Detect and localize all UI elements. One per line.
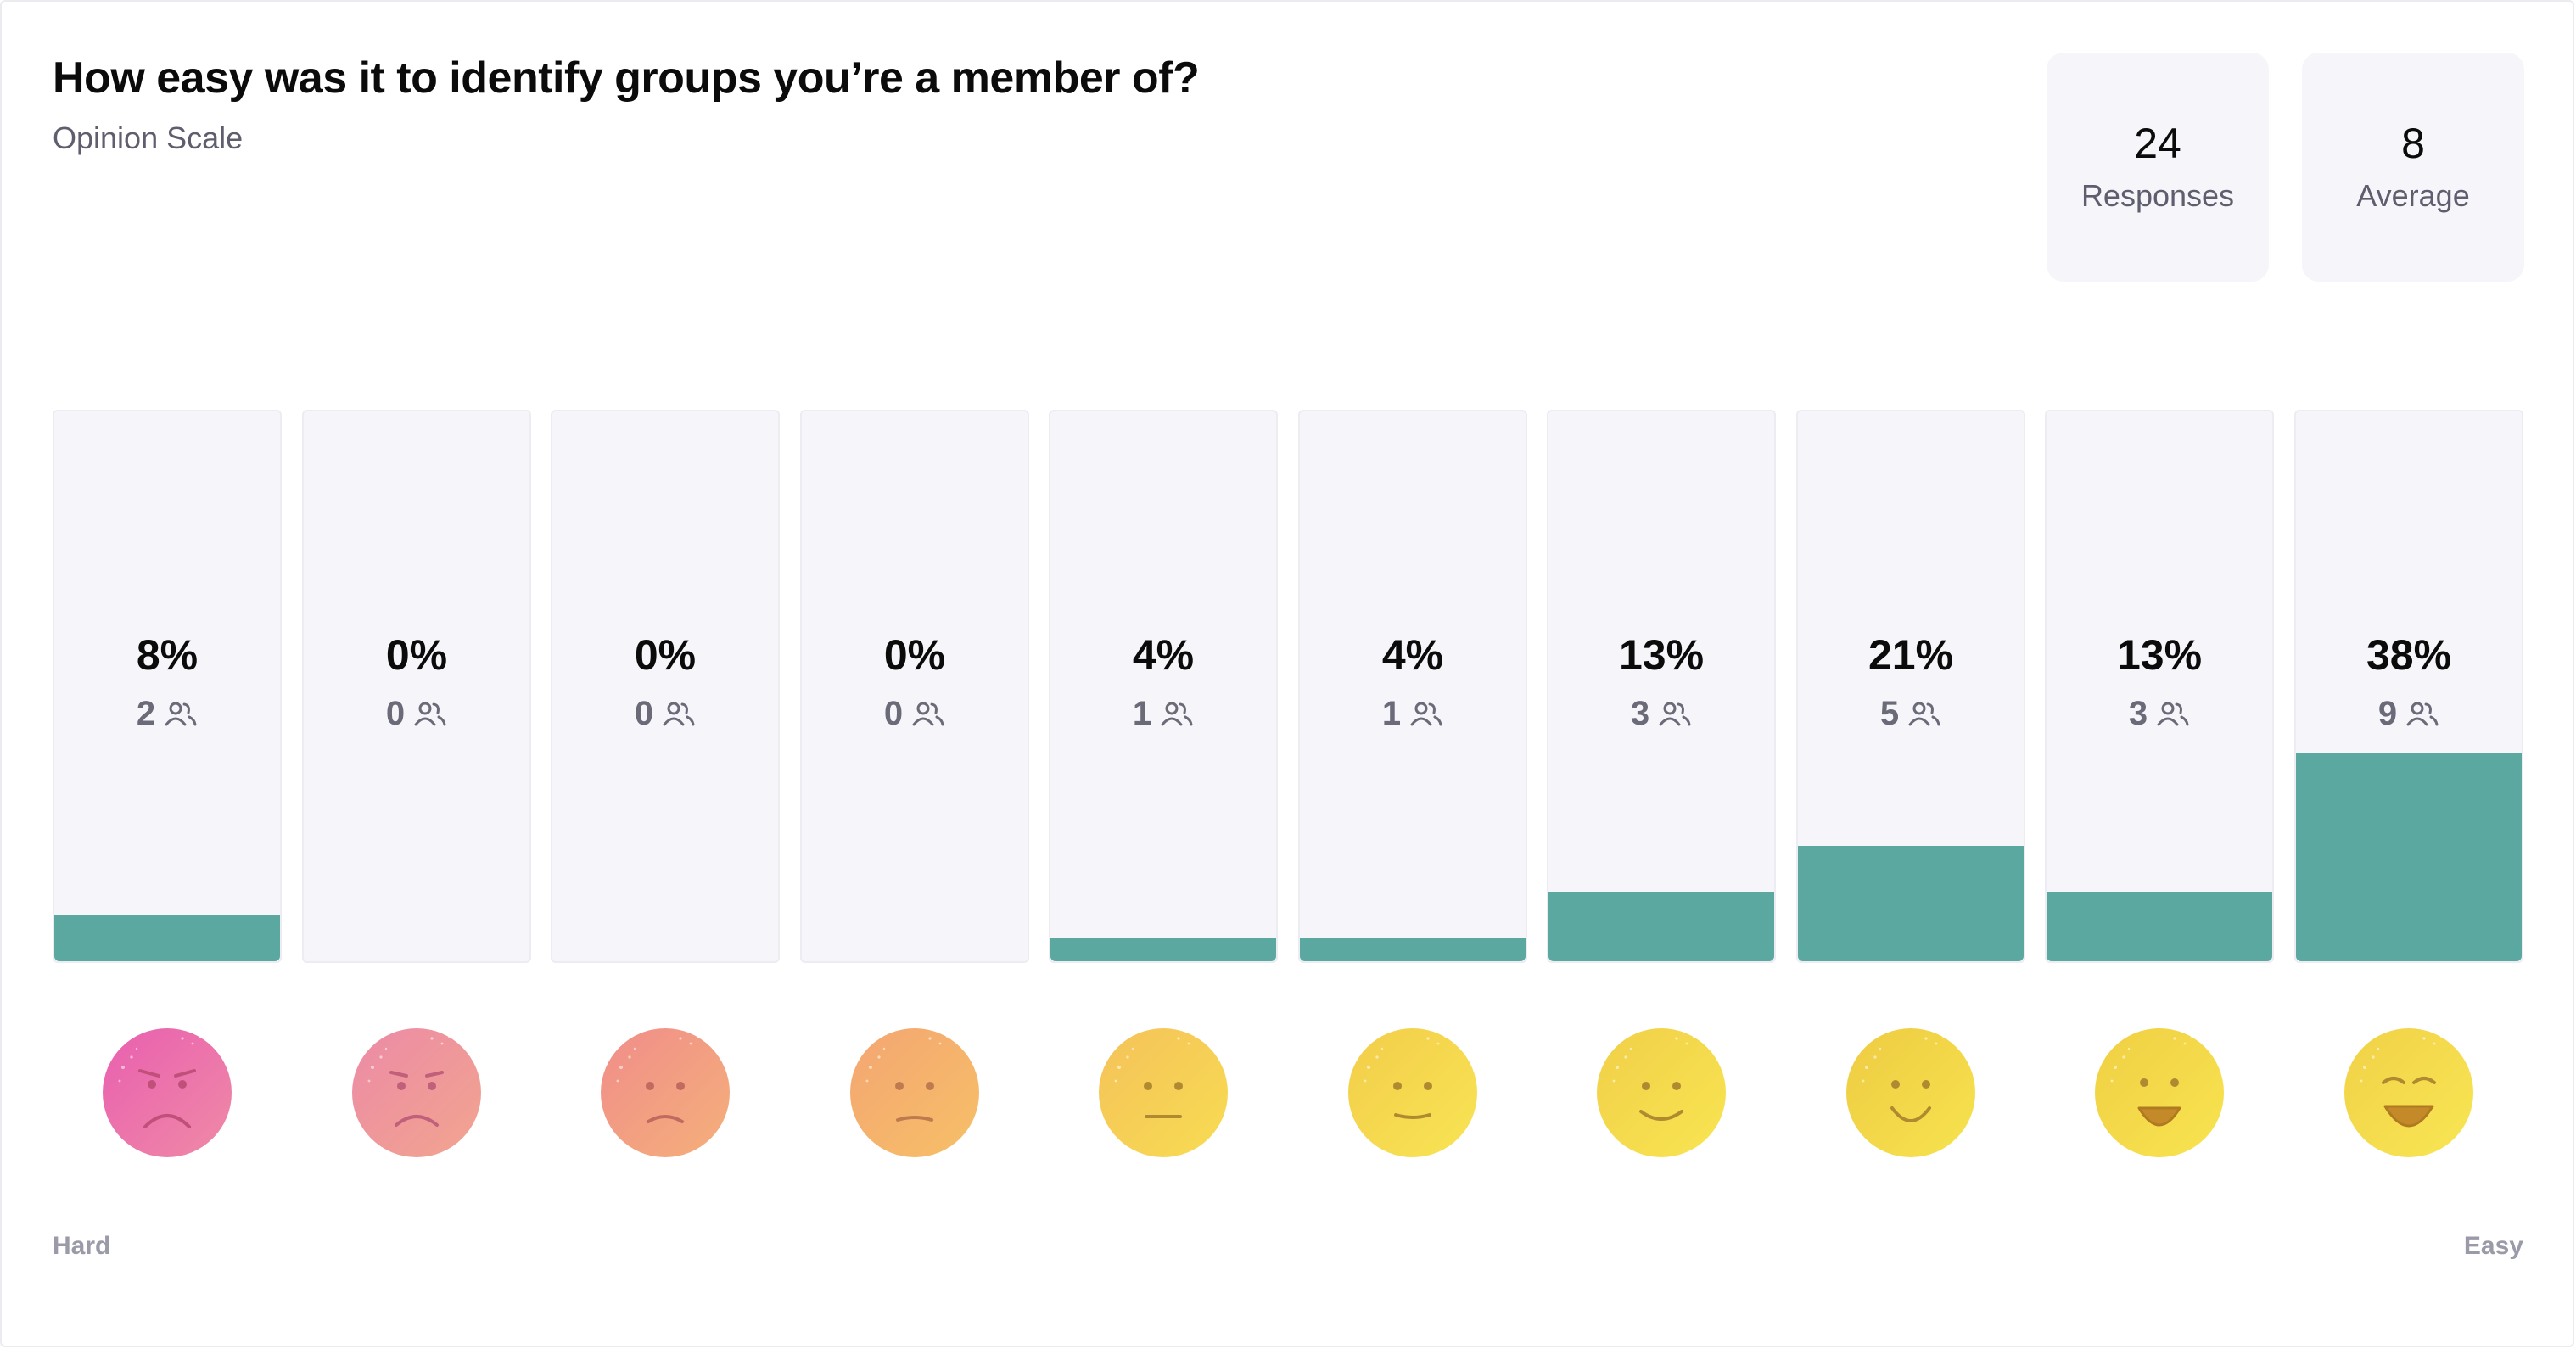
- slightly-unhappy-face-icon: [848, 1027, 981, 1159]
- bar-track: [1298, 410, 1527, 963]
- bar-column-3: 0% 0: [551, 410, 780, 963]
- people-icon: [1907, 697, 1941, 726]
- bar-column-8: 21% 5: [1796, 410, 2025, 963]
- bar-count-row: 5: [1796, 695, 2025, 733]
- bar-track: [1547, 410, 1776, 963]
- bar-count-label: 1: [1381, 695, 1402, 732]
- bar-track: [2045, 410, 2274, 963]
- bar-count-label: 0: [883, 695, 904, 732]
- bar-fill: [2296, 753, 2522, 961]
- bar-count-row: 0: [302, 695, 531, 733]
- average-value: 8: [2401, 120, 2425, 167]
- responses-label: Responses: [2080, 178, 2235, 213]
- bar-count-row: 0: [551, 695, 780, 733]
- people-icon: [1409, 697, 1443, 726]
- people-icon: [1658, 697, 1692, 726]
- bar-fill: [54, 915, 280, 961]
- responses-stat: 24 Responses: [2047, 53, 2269, 282]
- bar-percent-label: 0%: [634, 631, 697, 679]
- average-stat: 8 Average: [2302, 53, 2524, 282]
- bar-column-1: 8% 2: [53, 410, 282, 963]
- sad-face-icon: [350, 1027, 483, 1159]
- grinning-face-icon: [2093, 1027, 2226, 1159]
- bar-track: [1796, 410, 2025, 963]
- bar-count-row: 1: [1049, 695, 1278, 733]
- bar-fill: [1050, 938, 1276, 961]
- bar-column-4: 0% 0: [800, 410, 1029, 963]
- bar-track: [800, 410, 1029, 963]
- bar-column-5: 4% 1: [1049, 410, 1278, 963]
- bar-percent-label: 4%: [1381, 631, 1444, 679]
- bar-percent-label: 21%: [1868, 631, 1954, 679]
- bar-count-label: 9: [2377, 695, 2398, 732]
- bar-count-label: 2: [136, 695, 156, 732]
- bar-count-row: 0: [800, 695, 1029, 733]
- bar-percent-label: 8%: [136, 631, 199, 679]
- slightly-smiling-face-icon: [1347, 1027, 1479, 1159]
- bar-percent-label: 38%: [2366, 631, 2452, 679]
- scale-max-label: Easy: [2463, 1232, 2523, 1260]
- bar-column-9: 13% 3: [2045, 410, 2274, 963]
- very-sad-face-icon: [101, 1027, 233, 1159]
- bar-column-10: 38% 9: [2294, 410, 2523, 963]
- bar-count-label: 3: [2128, 695, 2148, 732]
- people-icon: [413, 697, 447, 726]
- bar-fill: [2047, 892, 2272, 961]
- bar-count-label: 0: [634, 695, 654, 732]
- unhappy-face-icon: [599, 1027, 731, 1159]
- bar-count-row: 3: [1547, 695, 1776, 733]
- bar-column-7: 13% 3: [1547, 410, 1776, 963]
- bar-percent-label: 13%: [2116, 631, 2203, 679]
- bar-track: [2294, 410, 2523, 963]
- scale-min-label: Hard: [53, 1232, 111, 1260]
- people-icon: [1160, 697, 1194, 726]
- laughing-face-icon: [2343, 1027, 2475, 1159]
- bar-track: [1049, 410, 1278, 963]
- bar-percent-label: 0%: [883, 631, 946, 679]
- bar-track: [551, 410, 780, 963]
- bar-column-2: 0% 0: [302, 410, 531, 963]
- bar-percent-label: 13%: [1618, 631, 1705, 679]
- bar-column-6: 4% 1: [1298, 410, 1527, 963]
- people-icon: [2156, 697, 2190, 726]
- smiling-face-icon: [1595, 1027, 1728, 1159]
- bar-track: [302, 410, 531, 963]
- people-icon: [662, 697, 696, 726]
- people-icon: [911, 697, 945, 726]
- bar-fill: [1548, 892, 1774, 961]
- people-icon: [2405, 697, 2439, 726]
- question-title: How easy was it to identify groups you’r…: [53, 53, 1200, 103]
- bar-count-row: 3: [2045, 695, 2274, 733]
- average-label: Average: [2356, 178, 2470, 213]
- responses-count: 24: [2134, 120, 2181, 167]
- bar-count-row: 2: [53, 695, 282, 733]
- bar-count-label: 0: [385, 695, 406, 732]
- neutral-face-icon: [1097, 1027, 1229, 1159]
- bar-fill: [1798, 846, 2024, 961]
- bar-count-label: 1: [1132, 695, 1152, 732]
- bar-count-row: 9: [2294, 695, 2523, 733]
- bar-count-label: 3: [1630, 695, 1650, 732]
- question-type: Opinion Scale: [53, 120, 244, 155]
- bar-percent-label: 0%: [385, 631, 448, 679]
- bar-track: [53, 410, 282, 963]
- bar-count-label: 5: [1879, 695, 1900, 732]
- happy-face-icon: [1845, 1027, 1977, 1159]
- bar-percent-label: 4%: [1132, 631, 1195, 679]
- bar-fill: [1300, 938, 1526, 961]
- people-icon: [164, 697, 198, 726]
- bar-count-row: 1: [1298, 695, 1527, 733]
